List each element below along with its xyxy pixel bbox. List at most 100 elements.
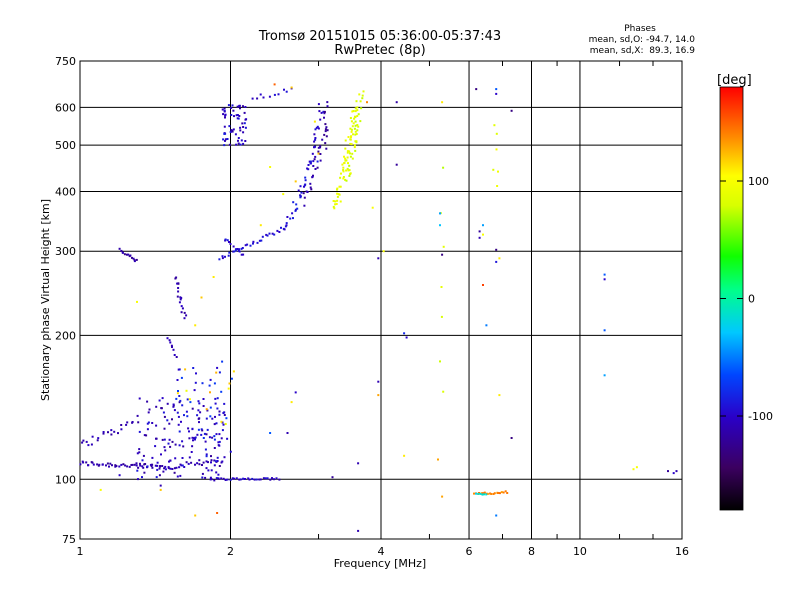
data-point	[221, 429, 224, 432]
data-point	[239, 143, 242, 146]
data-point	[158, 399, 161, 402]
data-point	[210, 455, 212, 458]
data-point	[126, 421, 129, 424]
data-point	[207, 469, 210, 472]
data-point	[229, 243, 232, 245]
data-point	[169, 467, 172, 470]
data-point	[148, 408, 151, 411]
data-point	[442, 166, 445, 169]
data-point	[242, 105, 244, 108]
data-point	[475, 492, 478, 495]
data-point	[496, 185, 499, 187]
data-point	[359, 100, 362, 103]
data-point	[307, 168, 310, 171]
data-point	[137, 466, 140, 469]
data-point	[259, 93, 262, 96]
data-point	[167, 442, 170, 445]
data-point	[120, 463, 123, 466]
data-point	[312, 160, 315, 163]
data-point	[326, 101, 329, 104]
data-point	[351, 157, 354, 160]
data-point	[377, 394, 380, 397]
data-point	[284, 225, 287, 228]
data-point	[216, 512, 219, 514]
y-tick-label: 600	[55, 101, 76, 114]
y-tick-label: 200	[55, 329, 76, 342]
data-point	[354, 133, 357, 136]
data-point	[339, 185, 342, 188]
data-point	[239, 126, 242, 129]
data-point	[475, 88, 478, 91]
data-point	[269, 478, 272, 481]
data-point	[382, 250, 385, 253]
data-point	[326, 105, 329, 108]
data-point	[114, 464, 117, 467]
x-tick-label: 6	[466, 545, 473, 558]
data-point	[142, 466, 145, 469]
data-point	[191, 436, 194, 439]
data-point	[485, 493, 488, 496]
data-point	[350, 143, 353, 146]
data-point	[234, 249, 237, 252]
data-point	[223, 414, 226, 416]
data-point	[133, 260, 136, 263]
data-point	[241, 247, 244, 249]
data-point	[87, 444, 90, 447]
data-point	[243, 122, 246, 125]
data-point	[166, 402, 169, 405]
data-point	[163, 438, 166, 441]
data-point	[441, 253, 444, 256]
data-point	[178, 395, 181, 397]
data-point	[349, 155, 352, 158]
data-point	[150, 465, 153, 467]
data-point	[439, 224, 441, 227]
data-point	[126, 465, 129, 468]
data-point	[356, 109, 359, 112]
data-point	[325, 147, 328, 150]
data-point	[237, 139, 239, 142]
data-point	[175, 356, 178, 358]
data-point	[176, 475, 179, 478]
data-point	[355, 140, 358, 143]
data-point	[241, 122, 244, 125]
data-point	[81, 460, 84, 463]
data-point	[672, 472, 675, 475]
data-point	[215, 477, 218, 480]
data-point	[120, 424, 123, 426]
data-point	[360, 107, 363, 110]
x-tick-label: 4	[378, 545, 385, 558]
data-point	[159, 488, 162, 491]
data-point	[191, 407, 194, 410]
data-point	[324, 130, 327, 133]
data-point	[110, 429, 113, 432]
data-point	[123, 253, 126, 256]
data-point	[135, 258, 138, 261]
data-point	[317, 150, 320, 153]
data-point	[155, 437, 158, 440]
data-point	[198, 417, 201, 420]
data-point	[190, 461, 193, 464]
data-point	[498, 257, 501, 260]
data-point	[227, 104, 230, 107]
data-point	[177, 423, 180, 426]
data-point	[296, 207, 299, 210]
data-point	[181, 457, 184, 459]
data-point	[178, 368, 181, 371]
data-point	[355, 133, 358, 135]
data-point	[223, 144, 226, 147]
data-point	[255, 478, 258, 481]
data-point	[344, 157, 347, 160]
data-point	[161, 397, 164, 400]
data-point	[235, 114, 238, 117]
data-point	[356, 115, 359, 117]
data-point	[224, 138, 227, 141]
data-point	[315, 126, 318, 129]
data-point	[198, 459, 201, 462]
data-point	[273, 93, 276, 96]
data-point	[144, 463, 147, 465]
data-point	[403, 332, 406, 335]
data-point	[220, 420, 223, 423]
data-point	[320, 111, 323, 114]
data-point	[262, 96, 265, 99]
